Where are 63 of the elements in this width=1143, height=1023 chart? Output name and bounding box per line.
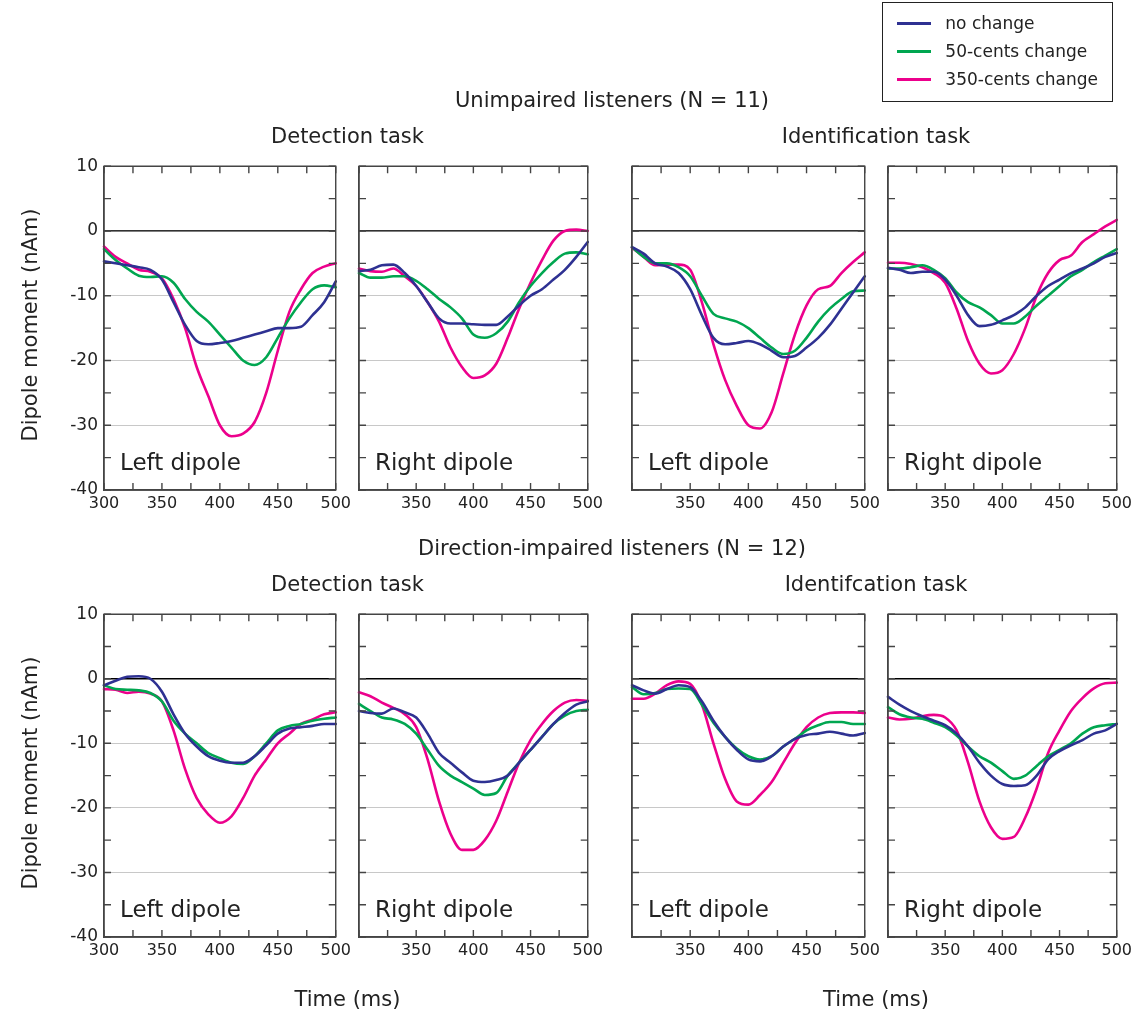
x-tick-label: 350 <box>929 492 961 512</box>
y-tick-label: 10 <box>76 602 98 623</box>
annotation: Left dipole <box>120 449 241 475</box>
annotation: Right dipole <box>904 449 1043 475</box>
x-tick-label: 350 <box>674 492 706 512</box>
x-tick-label: 500 <box>1101 939 1132 959</box>
chart-title: Identification task <box>781 124 971 148</box>
x-axis-title: Time (ms) <box>823 987 929 1011</box>
annotation: Right dipole <box>375 896 514 922</box>
x-tick-label: 400 <box>733 939 764 959</box>
chart-title: Detection task <box>271 124 424 148</box>
text: Unimpaired listeners (N = 11) <box>454 88 770 112</box>
x-axis-title: Time (ms) <box>294 987 401 1011</box>
y-tick-label: -20 <box>70 348 98 369</box>
x-tick-label: 450 <box>1044 939 1075 959</box>
x-tick-label: 450 <box>791 939 822 959</box>
y-tick-label: 0 <box>87 219 98 240</box>
legend-label: no change <box>945 13 1035 33</box>
x-tick-label: 350 <box>929 939 961 959</box>
x-tick-label: 450 <box>515 939 546 959</box>
x-tick-label: 500 <box>320 939 351 959</box>
x-tick-label: 400 <box>204 939 236 959</box>
x-tick-label: 400 <box>987 939 1018 959</box>
y-tick-label: 10 <box>76 154 98 175</box>
x-tick-label: 450 <box>262 939 294 959</box>
y-tick-label: -30 <box>70 860 98 881</box>
chart-title: Detection task <box>271 572 424 596</box>
x-tick-label: 500 <box>572 939 603 959</box>
x-tick-label: 350 <box>400 939 432 959</box>
y-axis-title: Dipole moment (nAm) <box>18 208 42 442</box>
x-tick-label: 350 <box>674 939 706 959</box>
text: Direction-impaired listeners (N = 12) <box>418 536 806 560</box>
y-tick-label: -10 <box>70 731 98 752</box>
x-tick-label: 450 <box>791 492 822 512</box>
y-tick-label: 0 <box>87 667 98 688</box>
x-tick-label: 500 <box>1101 492 1132 512</box>
annotation: Right dipole <box>904 896 1043 922</box>
x-tick-label: 350 <box>146 939 178 959</box>
x-tick-label: 500 <box>572 492 603 512</box>
x-tick-label: 400 <box>733 492 764 512</box>
legend-label: 50-cents change <box>945 41 1088 61</box>
y-tick-label: -20 <box>70 796 98 817</box>
x-tick-label: 400 <box>458 939 489 959</box>
x-tick-label: 500 <box>320 492 351 512</box>
x-tick-label: 400 <box>204 492 236 512</box>
x-tick-label: 450 <box>262 492 294 512</box>
chart-title: Identifcation task <box>784 572 968 596</box>
legend-label: 350-cents change <box>945 69 1098 89</box>
annotation: Left dipole <box>648 449 769 475</box>
x-tick-label: 450 <box>1044 492 1075 512</box>
x-tick-label: 350 <box>146 492 178 512</box>
x-tick-label: 500 <box>849 939 880 959</box>
x-tick-label: 400 <box>458 492 489 512</box>
x-tick-label: 500 <box>849 492 880 512</box>
y-axis-title: Dipole moment (nAm) <box>18 655 42 890</box>
x-tick-label: 400 <box>987 492 1018 512</box>
y-tick-label: -10 <box>70 284 98 305</box>
y-tick-label: -30 <box>70 413 98 434</box>
annotation: Right dipole <box>375 449 514 475</box>
annotation: Left dipole <box>120 896 241 922</box>
annotation: Left dipole <box>648 896 769 922</box>
x-tick-label: 350 <box>400 492 432 512</box>
x-tick-label: 450 <box>515 492 546 512</box>
